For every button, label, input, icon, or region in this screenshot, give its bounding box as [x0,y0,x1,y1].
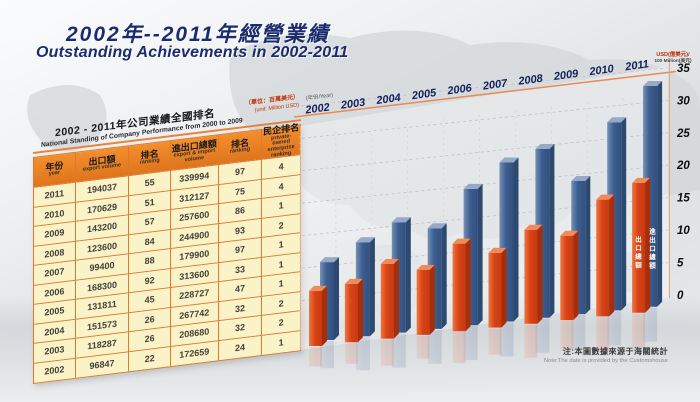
bar-export-2007 [488,247,507,355]
bar-reflection [309,347,322,367]
bar-reflection [427,329,442,364]
y-tick-label: 15 [677,193,690,205]
bar-reflection [380,339,394,366]
bar-reflection [571,315,586,350]
bar-export-2006 [452,238,471,363]
y-tick-label: 0 [677,290,684,302]
bar-reflection [488,328,502,355]
page-title-zh: 2002年--2011年經營業績 [66,23,330,46]
year-label: 2007 [481,77,509,92]
year-label: 2002 [304,101,331,116]
bar-total-2003 [355,237,375,371]
page-title-en: Outstanding Achievements in 2002-2011 [36,44,349,61]
bar-export-2004 [380,258,399,366]
y-tick-label: 25 [676,128,690,140]
bar-reflection [463,326,478,361]
year-label: 2004 [375,92,402,107]
bar-reflection [416,335,430,359]
gridline [301,132,669,172]
source-note: 注:本圖數據來源于海關統計 Note:The date is provided … [478,347,668,366]
y-tick-label: 20 [676,160,690,172]
bar-export-2010 [596,194,615,352]
y-tick-label: 5 [677,258,684,270]
bar-label-export: 出口總額 [633,236,641,270]
y-axis-unit-en: 100 Million(美元) [654,59,692,65]
bar-export-2005 [416,265,435,359]
bar-reflection [632,313,646,348]
year-label: 2008 [517,73,545,88]
bar-reflection [355,337,370,371]
bar-export-2002 [309,285,327,367]
bar-reflection [607,311,622,346]
y-tick-label: 30 [677,95,690,107]
bar-reflection [499,322,514,357]
bar-reflection [560,321,574,351]
source-note-zh: 注:本圖數據來源于海關統計 [562,347,668,356]
bar-reflection [320,341,334,369]
year-label: 2006 [446,82,474,97]
year-label: 2011 [624,58,650,73]
bar-export-2011 [632,177,651,348]
bar-reflection [524,324,538,358]
y-tick-label: 10 [677,225,690,237]
bar-reflection [452,332,466,363]
year-label: 2005 [410,87,438,102]
y-tick-label: 35 [677,63,690,75]
source-note-en: Note:The date is provided by the Customs… [543,357,668,364]
year-axis-caption: (年份/Year) [305,90,333,102]
bar-reflection [643,307,658,342]
bar-reflection [596,317,610,352]
y-axis-unit-zh: USD(億美元)/ [656,52,690,58]
year-label: 2009 [552,68,580,83]
year-axis-line [293,70,677,118]
bar-label-total: 進出口總額 [647,228,655,271]
y-axis-unit: USD(億美元)/ 100 Million(美元) [646,52,700,65]
bar-export-2009 [560,230,579,351]
bar-reflection [344,343,358,364]
gridline [301,67,669,107]
gridline [301,99,669,139]
year-label: 2003 [339,97,366,112]
gridline [301,164,669,204]
bar-export-2003 [344,278,363,364]
bar-reflection [391,333,406,368]
bar-export-2008 [524,224,543,358]
year-label: 2010 [588,63,616,78]
bar-reflection [535,318,550,353]
